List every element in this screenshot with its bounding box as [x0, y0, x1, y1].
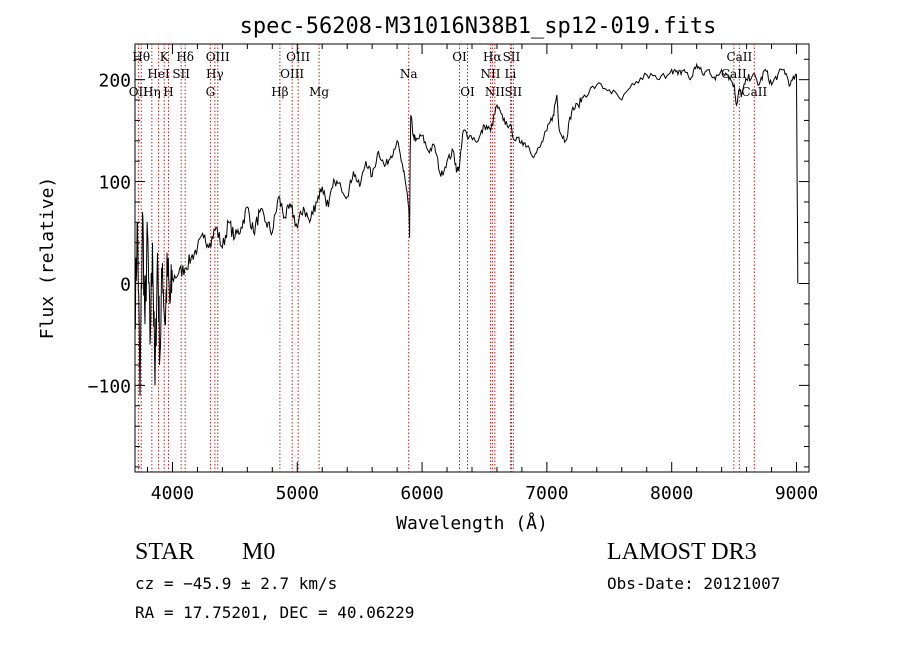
line-label-20: NII [485, 85, 505, 99]
line-label-1: Hθ [132, 50, 150, 64]
spectrum-chart: spec-56208-M31016N38B1_sp12-019.fits OII… [37, 14, 819, 534]
axis-tick-labels: 4000 5000 6000 7000 8000 9000 −100 0 100 200 [88, 71, 819, 504]
line-label-8: G [206, 85, 216, 99]
line-label-9: Hγ [206, 67, 224, 81]
y-tick-label-3: 200 [98, 71, 131, 92]
observation-date: Obs-Date: 20121007 [607, 574, 781, 593]
y-axis-label: Flux (relative) [37, 177, 58, 340]
x-axis-label: Wavelength (Å) [396, 512, 548, 534]
line-label-21: Li [505, 67, 517, 81]
line-label-17: OI [460, 85, 475, 99]
line-label-16: OI [452, 50, 467, 64]
line-label-4: K [160, 50, 170, 64]
object-subclass: M0 [242, 539, 276, 565]
y-tick-label-2: 100 [98, 173, 131, 194]
chart-title: spec-56208-M31016N38B1_sp12-019.fits [240, 14, 717, 39]
object-class: STAR [135, 539, 195, 565]
line-label-25: CaII [726, 50, 752, 64]
line-label-24: CaII [721, 67, 747, 81]
line-label-12: OIII [280, 67, 304, 81]
survey-name: LAMOST DR3 [607, 539, 757, 565]
x-tick-label-3: 7000 [525, 483, 568, 504]
series-flux [134, 62, 799, 396]
axis-ticks [135, 44, 809, 472]
x-tick-label-5: 9000 [775, 483, 818, 504]
line-label-13: OIII [286, 50, 310, 64]
y-tick-label-0: −100 [88, 376, 131, 397]
y-tick-label-1: 0 [120, 274, 131, 295]
redshift-cz: cz = −45.9 ± 2.7 km/s [135, 574, 338, 593]
line-label-26: CaII [741, 85, 767, 99]
x-tick-label-0: 4000 [151, 483, 194, 504]
x-tick-label-1: 5000 [276, 483, 319, 504]
line-label-23: SII [504, 85, 522, 99]
x-tick-label-2: 6000 [400, 483, 443, 504]
plot-frame [134, 43, 810, 473]
line-label-10: OIII [206, 50, 230, 64]
line-label-19: Hα [483, 50, 502, 64]
line-label-6: SII [172, 67, 190, 81]
spectral-line-markers [137, 44, 755, 472]
line-label-11: Hβ [271, 85, 288, 99]
line-label-0: OII [129, 85, 149, 99]
line-label-3: HeI [147, 67, 170, 81]
coordinates-ra-dec: RA = 17.75201, DEC = 40.06229 [135, 603, 415, 622]
line-label-7: Hδ [176, 50, 194, 64]
line-label-22: SII [503, 50, 521, 64]
line-label-18: NII [480, 67, 500, 81]
line-label-14: Mg [309, 85, 329, 99]
line-label-2: Hη [143, 85, 161, 99]
spectral-line-labels: OII Hθ Hη HeI K H SII Hδ G Hγ OIII Hβ OIII OIII Mg Na OI… [129, 50, 768, 99]
x-tick-label-4: 8000 [650, 483, 693, 504]
line-label-5: H [163, 85, 173, 99]
line-label-15: Na [400, 67, 418, 81]
